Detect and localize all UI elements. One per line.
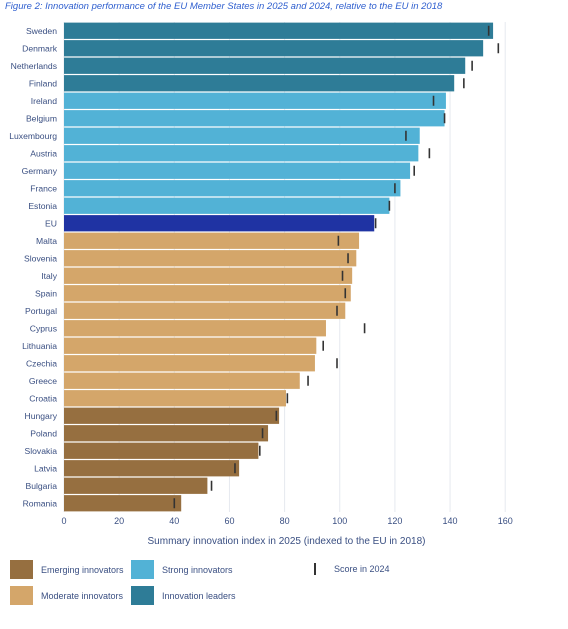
category-label: Cyprus — [30, 323, 57, 333]
category-label: Luxembourg — [9, 131, 57, 141]
legend-score-mark — [314, 563, 316, 575]
x-tick-label: 80 — [280, 516, 290, 526]
category-label: Finland — [29, 78, 57, 88]
bar-poland — [64, 425, 269, 442]
bars — [64, 22, 494, 512]
legend-item-moderate: Moderate innovators — [10, 586, 123, 605]
bar-germany — [64, 162, 411, 179]
bar-cyprus — [64, 320, 326, 337]
bar-belgium — [64, 110, 445, 127]
bar-latvia — [64, 460, 240, 477]
bar-finland — [64, 75, 455, 92]
bar-malta — [64, 232, 360, 249]
category-label: Germany — [22, 166, 58, 176]
category-label: France — [30, 183, 57, 193]
bar-greece — [64, 372, 300, 389]
bar-france — [64, 180, 401, 197]
bar-portugal — [64, 302, 346, 319]
bar-czechia — [64, 355, 315, 372]
category-label: Denmark — [22, 43, 58, 53]
legend-swatch-moderate — [10, 586, 33, 605]
bar-italy — [64, 267, 353, 284]
bar-hungary — [64, 407, 280, 424]
bar-spain — [64, 285, 351, 302]
category-label: Latvia — [34, 463, 57, 473]
category-label: Romania — [23, 498, 58, 508]
category-label: Czechia — [26, 358, 57, 368]
x-tick-labels: 0 20 40 60 80 100 120 140 160 — [61, 516, 512, 526]
x-tick-label: 40 — [169, 516, 179, 526]
bar-netherlands — [64, 57, 466, 74]
category-label: Poland — [30, 428, 57, 438]
bar-luxembourg — [64, 127, 420, 144]
legend-label-strong: Strong innovators — [162, 564, 233, 575]
category-label: Sweden — [26, 26, 57, 36]
score-2024-marks — [173, 25, 500, 509]
x-tick-label: 100 — [332, 516, 347, 526]
category-label: Croatia — [29, 393, 57, 403]
bar-sweden — [64, 22, 494, 39]
legend-item-leaders: Innovation leaders — [131, 586, 236, 605]
legend-item-score-2024: Score in 2024 — [314, 563, 390, 575]
legend-swatch-emerging — [10, 560, 33, 579]
category-label: Spain — [35, 288, 57, 298]
legend-swatch-leaders — [131, 586, 154, 605]
category-label: Netherlands — [11, 61, 57, 71]
category-label: Slovakia — [25, 446, 58, 456]
bar-chart: Sweden Denmark Netherlands Finland Ireland Be… — [9, 22, 513, 547]
category-label: Italy — [41, 271, 57, 281]
category-label: Lithuania — [22, 341, 57, 351]
x-tick-label: 160 — [498, 516, 513, 526]
bar-bulgaria — [64, 477, 208, 494]
legend-item-strong: Strong innovators — [131, 560, 233, 579]
figure-title: Figure 2: Innovation performance of the … — [5, 1, 443, 12]
category-label: Belgium — [26, 113, 57, 123]
bar-lithuania — [64, 337, 317, 354]
category-label: Slovenia — [24, 253, 57, 263]
bar-austria — [64, 145, 419, 162]
x-axis-title: Summary innovation index in 2025 (indexe… — [148, 536, 426, 547]
category-label: Estonia — [28, 201, 57, 211]
x-tick-label: 20 — [114, 516, 124, 526]
legend-label-moderate: Moderate innovators — [41, 590, 124, 601]
bar-eu — [64, 215, 375, 232]
category-label: EU — [45, 218, 57, 228]
category-label: Portugal — [25, 306, 57, 316]
x-tick-label: 0 — [61, 516, 66, 526]
category-label: Ireland — [31, 96, 57, 106]
category-label: Greece — [29, 376, 57, 386]
bar-romania — [64, 495, 182, 512]
bar-slovenia — [64, 250, 357, 267]
legend-label-score-2024: Score in 2024 — [334, 564, 390, 574]
legend-swatch-strong — [131, 560, 154, 579]
bar-ireland — [64, 92, 446, 109]
category-label: Malta — [36, 236, 57, 246]
bar-croatia — [64, 390, 286, 407]
bar-slovakia — [64, 442, 259, 459]
x-tick-label: 120 — [387, 516, 402, 526]
category-label: Bulgaria — [25, 481, 57, 491]
legend-label-emerging: Emerging innovators — [41, 564, 124, 575]
category-label: Hungary — [25, 411, 58, 421]
legend-item-emerging: Emerging innovators — [10, 560, 124, 579]
bar-estonia — [64, 197, 390, 214]
category-labels: Sweden Denmark Netherlands Finland Ireland Be… — [9, 26, 57, 509]
bar-denmark — [64, 40, 484, 57]
category-label: Austria — [30, 148, 57, 158]
legend-label-leaders: Innovation leaders — [162, 590, 236, 601]
x-tick-label: 140 — [443, 516, 458, 526]
x-tick-label: 60 — [224, 516, 234, 526]
